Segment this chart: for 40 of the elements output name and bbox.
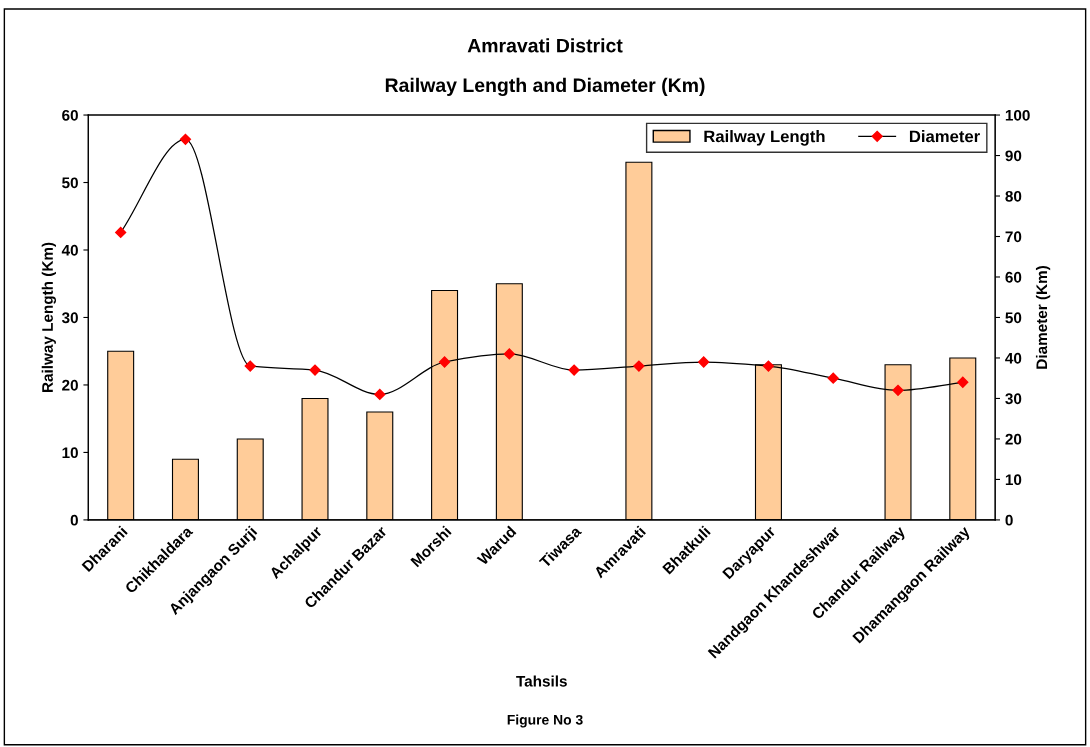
y2-tick-label: 40 [1005, 352, 1022, 364]
y2-tick-label: 70 [1005, 231, 1022, 243]
y2-axis-title: Diameter (Km) [1035, 266, 1051, 369]
chart-title: Amravati District [467, 38, 623, 53]
y2-tick-label: 80 [1005, 190, 1022, 202]
y2-tick-label: 30 [1005, 393, 1022, 405]
y-tick-label: 20 [62, 379, 78, 391]
y-tick-label: 40 [61, 244, 78, 256]
point [957, 376, 969, 388]
point [309, 364, 321, 376]
chart-subtitle: Railway Length and Diameter (Km) [385, 77, 705, 96]
y-tick-label: 10 [62, 447, 78, 459]
point [633, 360, 645, 372]
y2-tick-label: 50 [1005, 312, 1022, 324]
point [374, 388, 386, 401]
y-tick-label: 30 [61, 312, 78, 324]
y2-tick-label: 60 [1005, 271, 1022, 283]
y-tick-label: 0 [70, 514, 78, 526]
y2-tick-label: 90 [1005, 150, 1022, 162]
legend-label: Diameter [909, 130, 980, 143]
point [244, 360, 256, 372]
point [179, 133, 192, 145]
y-tick-label: 50 [62, 177, 78, 189]
point [438, 356, 451, 368]
x-axis-title: Tahsils [516, 675, 567, 687]
legend-label: Railway Length [704, 130, 825, 146]
point [827, 372, 839, 384]
y-axis-title: Railway Length (Km) [41, 242, 57, 392]
text: Figure No 3 [507, 714, 583, 728]
point [568, 364, 580, 376]
point [115, 226, 127, 239]
y-tick-label: 60 [62, 109, 78, 121]
y2-tick-label: 20 [1005, 433, 1022, 445]
point [892, 384, 904, 396]
point [698, 356, 710, 368]
y2-tick-label: 100 [1005, 109, 1030, 121]
y2-tick-label: 0 [1005, 514, 1013, 526]
point [503, 348, 515, 360]
y2-tick-label: 10 [1005, 474, 1022, 486]
point [762, 360, 775, 372]
